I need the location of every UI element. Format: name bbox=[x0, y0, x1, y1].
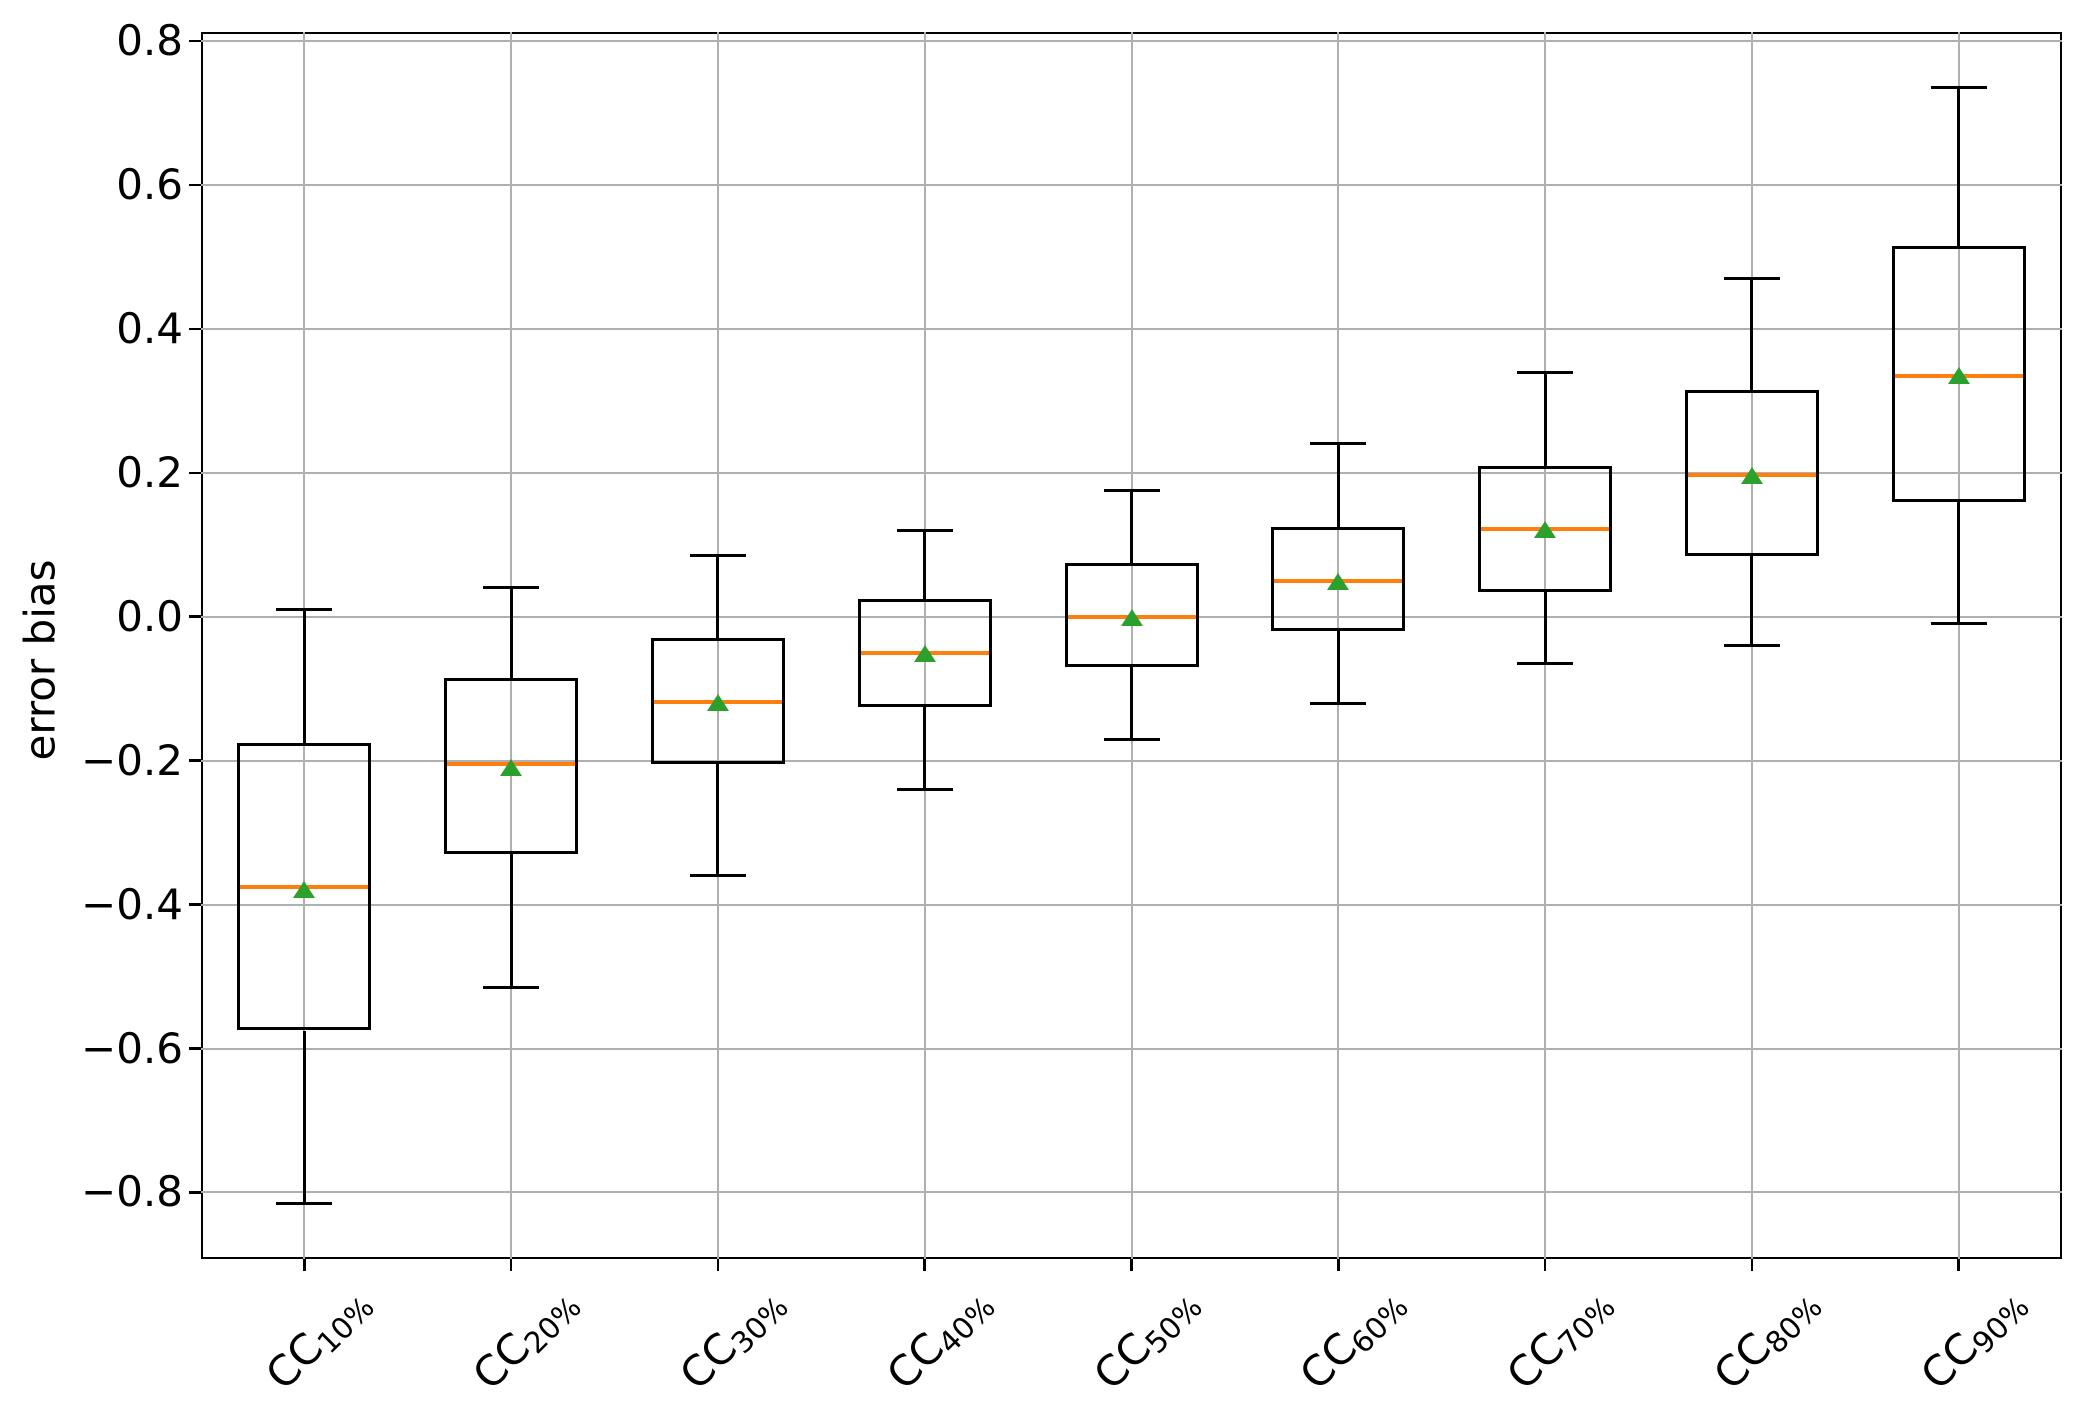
upper-whisker-cap bbox=[1310, 442, 1367, 446]
y-tick-mark bbox=[189, 1191, 201, 1194]
lower-whisker-cap bbox=[276, 1201, 333, 1205]
y-tick-mark bbox=[189, 1047, 201, 1050]
mean-marker bbox=[1534, 521, 1557, 539]
x-tick-mark bbox=[1337, 1259, 1340, 1271]
y-tick-mark bbox=[189, 471, 201, 475]
upper-whisker-cap bbox=[689, 554, 746, 558]
upper-whisker-cap bbox=[1723, 276, 1780, 280]
lower-whisker-line bbox=[1750, 555, 1754, 646]
vertical-gridline bbox=[1957, 32, 1960, 1259]
x-tick-mark bbox=[716, 1259, 720, 1271]
lower-whisker-cap bbox=[1930, 622, 1987, 626]
box-iqr-CC40% bbox=[857, 598, 992, 707]
box-iqr-CC50% bbox=[1064, 562, 1199, 668]
upper-whisker-cap bbox=[1517, 370, 1574, 374]
y-tick-mark bbox=[189, 39, 201, 43]
y-tick-mark bbox=[189, 615, 201, 618]
upper-whisker-cap bbox=[483, 586, 540, 590]
y-tick-label: 0.6 bbox=[116, 159, 183, 209]
vertical-gridline bbox=[716, 32, 719, 1259]
y-tick-label: −0.6 bbox=[81, 1023, 183, 1073]
upper-whisker-cap bbox=[1103, 489, 1160, 493]
lower-whisker-cap bbox=[483, 985, 540, 989]
lower-whisker-line bbox=[716, 764, 720, 876]
mean-marker bbox=[500, 758, 523, 776]
lower-whisker-line bbox=[509, 854, 513, 988]
upper-whisker-line bbox=[509, 587, 513, 678]
box-iqr-CC90% bbox=[1891, 246, 2026, 502]
x-tick-label: CC50% bbox=[1084, 1279, 1212, 1405]
mean-marker bbox=[293, 881, 316, 899]
x-tick-label: CC90% bbox=[1911, 1279, 2039, 1405]
x-tick-mark bbox=[1750, 1259, 1754, 1271]
x-tick-mark bbox=[1130, 1259, 1133, 1271]
y-tick-label: 0.0 bbox=[116, 591, 183, 641]
y-tick-label: −0.8 bbox=[81, 1167, 183, 1217]
upper-whisker-line bbox=[923, 530, 927, 599]
lower-whisker-line bbox=[1336, 631, 1340, 704]
lower-whisker-line bbox=[1957, 501, 1961, 624]
box-iqr-CC80% bbox=[1684, 390, 1819, 556]
mean-marker bbox=[1120, 609, 1143, 627]
x-tick-label: CC80% bbox=[1704, 1279, 1832, 1405]
lower-whisker-cap bbox=[1310, 701, 1367, 705]
lower-whisker-line bbox=[1130, 667, 1133, 740]
lower-whisker-cap bbox=[1517, 661, 1574, 665]
mean-marker bbox=[1740, 467, 1763, 485]
y-tick-label: −0.4 bbox=[81, 879, 183, 929]
vertical-gridline bbox=[1130, 32, 1133, 1259]
upper-whisker-cap bbox=[276, 608, 333, 612]
x-tick-label: CC40% bbox=[877, 1279, 1005, 1405]
upper-whisker-line bbox=[1130, 490, 1133, 563]
y-tick-label: −0.2 bbox=[81, 735, 183, 785]
x-tick-mark bbox=[1543, 1259, 1547, 1271]
box-iqr-CC70% bbox=[1478, 465, 1613, 592]
y-tick-mark bbox=[189, 903, 201, 906]
x-tick-mark bbox=[303, 1259, 306, 1271]
lower-whisker-line bbox=[923, 706, 927, 790]
upper-whisker-line bbox=[1957, 87, 1961, 247]
x-tick-label: CC70% bbox=[1497, 1279, 1625, 1405]
y-tick-mark bbox=[189, 327, 201, 331]
upper-whisker-line bbox=[1750, 278, 1754, 390]
upper-whisker-line bbox=[716, 555, 720, 639]
x-tick-mark bbox=[923, 1259, 926, 1271]
y-tick-label: 0.4 bbox=[116, 303, 183, 353]
mean-marker bbox=[1947, 366, 1970, 384]
x-tick-label: CC30% bbox=[670, 1279, 798, 1405]
box-iqr-CC30% bbox=[650, 638, 785, 765]
lower-whisker-cap bbox=[689, 874, 746, 878]
box-iqr-CC60% bbox=[1271, 526, 1406, 632]
upper-whisker-line bbox=[1543, 372, 1547, 466]
mean-marker bbox=[706, 694, 729, 712]
y-axis-title: error bias bbox=[15, 559, 65, 761]
lower-whisker-line bbox=[302, 1030, 306, 1204]
x-tick-label: CC10% bbox=[257, 1279, 385, 1405]
upper-whisker-cap bbox=[896, 528, 953, 532]
lower-whisker-cap bbox=[1103, 737, 1160, 741]
upper-whisker-cap bbox=[1930, 86, 1987, 90]
lower-whisker-cap bbox=[896, 787, 953, 791]
x-tick-mark bbox=[509, 1259, 513, 1271]
box-iqr-CC10% bbox=[237, 742, 372, 1031]
lower-whisker-cap bbox=[1723, 644, 1780, 647]
mean-marker bbox=[913, 645, 936, 663]
y-tick-mark bbox=[189, 759, 201, 762]
upper-whisker-line bbox=[302, 609, 306, 743]
y-tick-mark bbox=[189, 183, 201, 187]
upper-whisker-line bbox=[1336, 443, 1340, 527]
y-tick-label: 0.8 bbox=[116, 15, 183, 65]
mean-marker bbox=[1327, 573, 1350, 591]
lower-whisker-line bbox=[1543, 591, 1547, 664]
x-tick-label: CC60% bbox=[1290, 1279, 1419, 1405]
x-tick-mark bbox=[1957, 1259, 1960, 1271]
box-iqr-CC20% bbox=[444, 677, 579, 855]
x-tick-label: CC20% bbox=[463, 1279, 592, 1405]
y-tick-label: 0.2 bbox=[116, 447, 183, 497]
